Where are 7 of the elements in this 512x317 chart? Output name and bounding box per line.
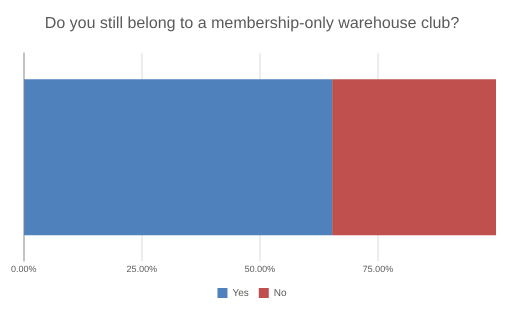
chart-title: Do you still belong to a membership-only warehouse club? — [44, 15, 460, 32]
legend-label: Yes — [232, 288, 249, 299]
legend-label: No — [274, 288, 287, 299]
x-tick-label: 50.00% — [244, 264, 276, 274]
x-tick-label: 25.00% — [126, 264, 158, 274]
x-tick-label: 75.00% — [362, 264, 394, 274]
x-tick-label: 0.00% — [10, 264, 37, 274]
